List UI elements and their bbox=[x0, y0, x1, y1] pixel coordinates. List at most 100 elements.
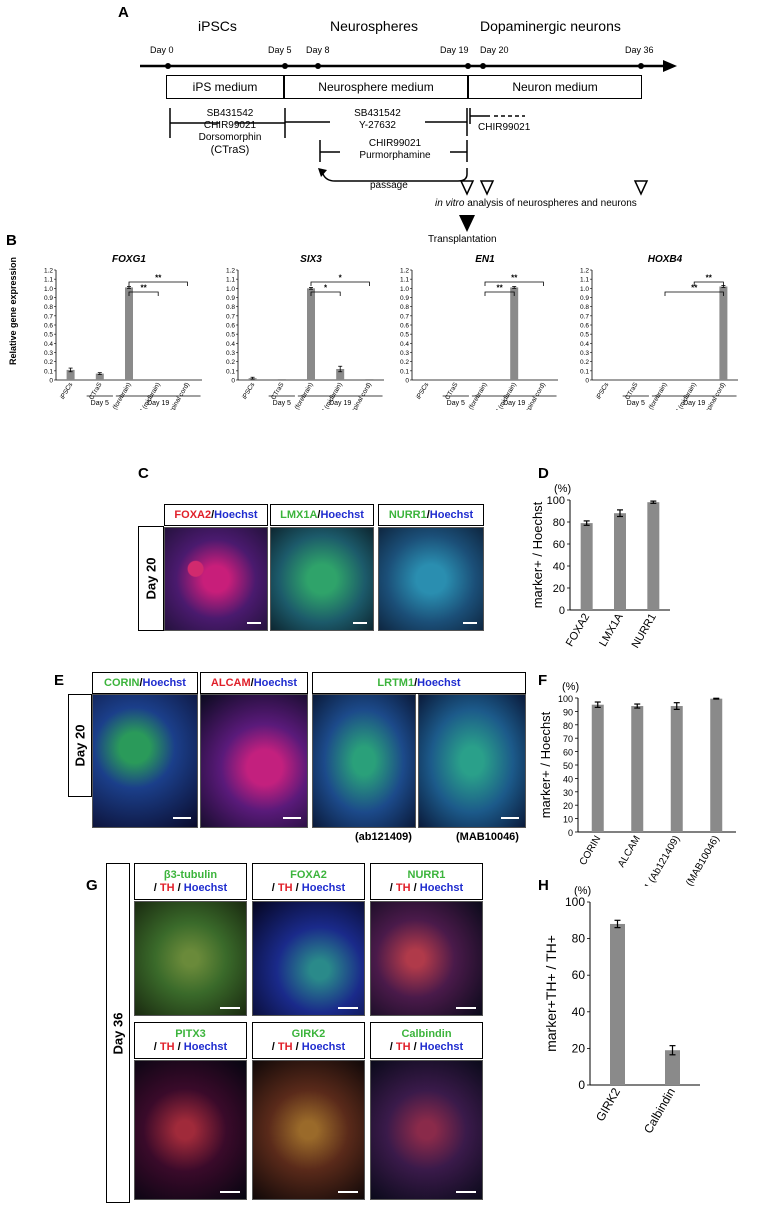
x-tick-label: NURR1 bbox=[630, 612, 659, 651]
c-label-foxa2: FOXA2 / Hoechst bbox=[164, 504, 268, 526]
treatment-chir-neuron: CHIR99021 bbox=[478, 122, 531, 133]
unit-label: (%) bbox=[554, 483, 571, 495]
significance-bracket bbox=[310, 281, 370, 286]
g-image-foxa2 bbox=[252, 901, 365, 1016]
y-tick-label: 1.0 bbox=[580, 286, 589, 293]
y-tick-label: 0.9 bbox=[226, 295, 235, 302]
bar bbox=[670, 706, 683, 832]
group-label: Day 5 bbox=[273, 400, 291, 407]
panel-label-f: F bbox=[538, 672, 548, 689]
x-tick-label: iPSCs bbox=[415, 381, 430, 401]
chart-h: (%) 0 20 40 60 80 100 marker+TH+ / TH+ GIRK2 Calb… bbox=[543, 885, 700, 1136]
panel-label-a: A bbox=[118, 4, 129, 21]
significance-bracket bbox=[128, 291, 159, 296]
chart-title: HOXB4 bbox=[648, 254, 683, 265]
stage-ipscs: iPSCs bbox=[198, 18, 237, 34]
b-ylabel: Relative gene expression bbox=[8, 256, 18, 365]
significance-label: ** bbox=[511, 274, 518, 283]
stage-dopaminergic-neurons: Dopaminergic neurons bbox=[480, 18, 621, 34]
y-tick-label: 0.2 bbox=[44, 359, 53, 366]
significance-bracket bbox=[484, 281, 544, 286]
y-tick-label: 0.3 bbox=[400, 350, 409, 357]
e-day-label: Day 20 bbox=[68, 694, 92, 797]
y-tick-label: 0.8 bbox=[44, 304, 53, 311]
chart-title: SIX3 bbox=[300, 254, 322, 265]
significance-bracket bbox=[664, 291, 724, 296]
y-axis-label: marker+ / Hoechst bbox=[538, 711, 553, 818]
panel-label-b: B bbox=[6, 232, 17, 249]
y-tick-label: 40 bbox=[553, 561, 565, 573]
y-axis-label: marker+TH+ / TH+ bbox=[543, 935, 559, 1052]
y-tick-label: 0.5 bbox=[226, 332, 235, 339]
y-tick-label: 0.8 bbox=[580, 304, 589, 311]
e-label-corin: CORIN / Hoechst bbox=[92, 672, 198, 694]
c-label-nurr1: NURR1 / Hoechst bbox=[378, 504, 484, 526]
y-tick-label: 0.9 bbox=[580, 295, 589, 302]
c-day-label: Day 20 bbox=[138, 526, 164, 631]
x-tick-label: Calbindin bbox=[641, 1086, 678, 1136]
y-tick-label: 1.2 bbox=[44, 268, 53, 275]
day-36: Day 36 bbox=[625, 45, 654, 55]
y-tick-label: 20 bbox=[553, 583, 565, 595]
y-tick-label: 0.4 bbox=[226, 341, 235, 348]
y-tick-label: 0.3 bbox=[226, 350, 235, 357]
chart-foxg1: FOXG1 0 0.1 0.2 0.3 0.4 0.5 0.6 0.7 0.8 0.9 1.0 1.1 1… bbox=[44, 254, 202, 410]
y-tick-label: 0.7 bbox=[400, 313, 409, 320]
chart-title: FOXG1 bbox=[112, 254, 146, 265]
y-tick-label: 40 bbox=[572, 1005, 586, 1019]
y-tick-label: 0.4 bbox=[44, 341, 53, 348]
g-image-calbindin bbox=[370, 1060, 483, 1200]
y-tick-label: 0.9 bbox=[400, 295, 409, 302]
treatment-chir-pm: CHIR99021 Purmorphamine bbox=[340, 138, 450, 162]
x-tick-label: ALCAM bbox=[616, 834, 643, 869]
y-axis-label: marker+ / Hoechst bbox=[530, 501, 545, 608]
c-image-nurr1 bbox=[378, 527, 484, 631]
chart-hoxb4: HOXB4 0 0.1 0.2 0.3 0.4 0.5 0.6 0.7 0.8 0.9 1.0 1.1 1… bbox=[580, 254, 738, 410]
significance-label: ** bbox=[155, 274, 162, 283]
y-tick-label: 1.0 bbox=[44, 286, 53, 293]
y-tick-label: 0 bbox=[405, 378, 409, 385]
chart-six3: SIX3 0 0.1 0.2 0.3 0.4 0.5 0.6 0.7 0.8 0.9 1.0 1.1 1.… bbox=[226, 254, 384, 410]
y-tick-label: 0 bbox=[585, 378, 589, 385]
bar bbox=[307, 288, 315, 380]
unit-label: (%) bbox=[562, 681, 579, 693]
y-tick-label: 1.1 bbox=[226, 277, 235, 284]
bar bbox=[665, 1050, 680, 1085]
g-label-girk2: GIRK2/ TH / Hoechst bbox=[252, 1022, 365, 1059]
day-5: Day 5 bbox=[268, 45, 292, 55]
unit-label: (%) bbox=[574, 885, 591, 897]
bar bbox=[591, 704, 604, 832]
y-tick-label: 0.6 bbox=[580, 323, 589, 330]
group-label: Day 5 bbox=[627, 400, 645, 407]
x-tick-label: iPSCs bbox=[595, 381, 610, 401]
analysis-label: in vitro analysis of neurospheres and ne… bbox=[435, 198, 637, 209]
e-label-lrtm1: LRTM1/ Hoechst bbox=[312, 672, 526, 694]
treatment-sb-y27632: SB431542 Y-27632 bbox=[330, 108, 425, 132]
y-tick-label: 0 bbox=[559, 605, 565, 617]
x-tick-label: CTraS bbox=[88, 381, 104, 401]
y-tick-label: 0.8 bbox=[226, 304, 235, 311]
group-label: Day 19 bbox=[329, 400, 351, 407]
x-tick-label: CTraS bbox=[444, 381, 460, 401]
y-tick-label: 10 bbox=[563, 815, 573, 825]
group-label: Day 19 bbox=[147, 400, 169, 407]
x-tick-label: CTraS bbox=[624, 381, 640, 401]
y-tick-label: 90 bbox=[563, 707, 573, 717]
y-tick-label: 1.2 bbox=[580, 268, 589, 275]
significance-label: ** bbox=[140, 284, 147, 293]
bar bbox=[365, 379, 374, 380]
y-tick-label: 100 bbox=[547, 495, 565, 507]
bar bbox=[647, 502, 660, 610]
y-tick-label: 60 bbox=[572, 968, 586, 982]
y-tick-label: 0.2 bbox=[226, 359, 235, 366]
chart-f: (%) 0 10 20 30 40 50 60 70 80 90 100 marker+ / Hoech… bbox=[538, 681, 736, 886]
g-image-nurr1 bbox=[370, 901, 483, 1016]
e-image-alcam bbox=[200, 694, 308, 828]
y-tick-label: 40 bbox=[563, 774, 573, 784]
y-tick-label: 1.0 bbox=[400, 286, 409, 293]
y-tick-label: 0.7 bbox=[226, 313, 235, 320]
y-tick-label: 0.2 bbox=[400, 359, 409, 366]
y-tick-label: 0.5 bbox=[400, 332, 409, 339]
significance-label: ** bbox=[496, 284, 503, 293]
y-tick-label: 0.9 bbox=[44, 295, 53, 302]
